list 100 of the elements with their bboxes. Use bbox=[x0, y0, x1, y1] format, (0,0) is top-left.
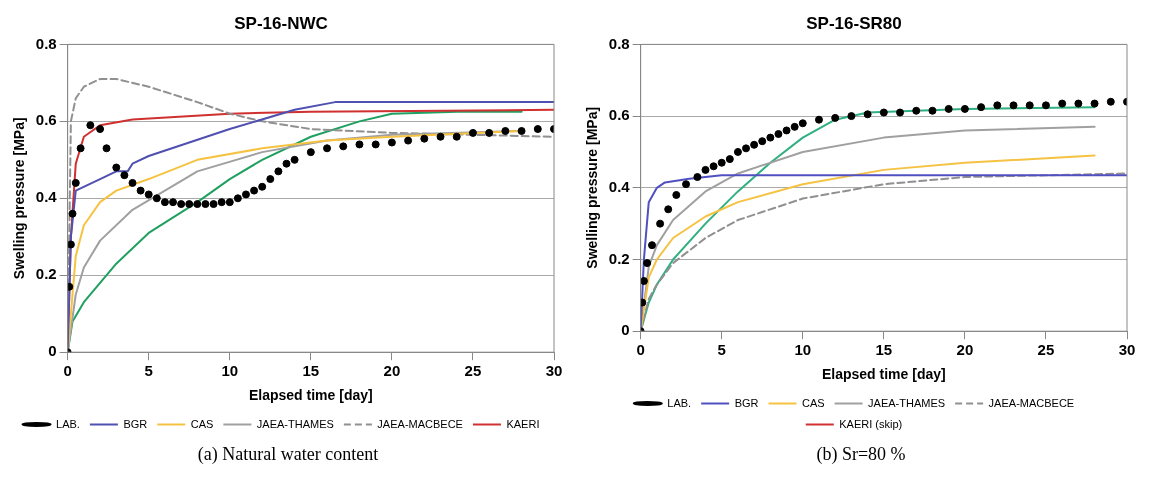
point bbox=[501, 126, 510, 135]
point bbox=[68, 209, 77, 218]
point bbox=[758, 137, 767, 146]
point bbox=[648, 241, 656, 250]
legend-label: BGR bbox=[734, 396, 759, 409]
legend-label: JAEA-MACBECE bbox=[988, 396, 1075, 409]
chart-title: SP-16-SR80 bbox=[806, 13, 902, 33]
y-tick-label: 0 bbox=[621, 321, 630, 339]
y-axis-title: Swelling pressure [MPa] bbox=[584, 106, 601, 269]
x-tick-label: 20 bbox=[383, 362, 401, 380]
point bbox=[120, 171, 129, 180]
point bbox=[485, 128, 494, 137]
legend-label: JAEA-THAMES bbox=[256, 417, 334, 430]
x-tick-label: 0 bbox=[63, 362, 72, 380]
point bbox=[1106, 97, 1115, 106]
point bbox=[355, 140, 364, 149]
point bbox=[201, 200, 210, 209]
y-tick-label: 0.6 bbox=[35, 111, 57, 129]
point bbox=[339, 142, 348, 151]
point bbox=[1025, 101, 1034, 110]
legend-label: CAS bbox=[190, 417, 214, 430]
legend-label: LAB. bbox=[56, 417, 80, 430]
y-tick-label: 0.6 bbox=[608, 106, 630, 124]
point bbox=[86, 121, 95, 130]
point bbox=[879, 108, 888, 117]
point bbox=[960, 104, 969, 113]
x-axis-title: Elapsed time [day] bbox=[248, 387, 373, 404]
y-axis-title: Swelling pressure [MPa] bbox=[11, 117, 28, 280]
point bbox=[1058, 99, 1067, 108]
point bbox=[682, 180, 691, 189]
legend-label: LAB. bbox=[667, 396, 692, 409]
point bbox=[701, 165, 710, 174]
point bbox=[404, 136, 413, 145]
point bbox=[274, 167, 283, 176]
point bbox=[831, 113, 840, 122]
point bbox=[258, 182, 267, 191]
point bbox=[177, 200, 186, 209]
legend-label: KAERI bbox=[506, 417, 540, 430]
point bbox=[306, 148, 315, 157]
point bbox=[112, 163, 121, 172]
x-tick-label: 20 bbox=[956, 341, 974, 359]
point bbox=[266, 175, 275, 184]
point bbox=[847, 112, 856, 121]
point bbox=[912, 106, 921, 115]
point bbox=[250, 186, 259, 195]
x-tick-label: 30 bbox=[1118, 341, 1136, 359]
point bbox=[1009, 101, 1018, 110]
text: (a) Natural water content bbox=[196, 444, 380, 465]
point bbox=[863, 110, 872, 119]
point bbox=[136, 186, 145, 195]
point bbox=[656, 219, 665, 228]
x-tick-label: 0 bbox=[636, 341, 645, 359]
point bbox=[96, 125, 105, 134]
point bbox=[944, 104, 953, 113]
point bbox=[233, 194, 242, 203]
y-tick-label: 0.4 bbox=[35, 188, 58, 206]
point bbox=[664, 205, 673, 214]
point bbox=[468, 128, 477, 137]
point bbox=[733, 147, 742, 156]
x-tick-label: 25 bbox=[1037, 341, 1055, 359]
y-tick-label: 0.2 bbox=[35, 265, 57, 283]
point bbox=[67, 240, 75, 249]
x-tick-label: 5 bbox=[717, 341, 726, 359]
x-tick-label: 10 bbox=[221, 362, 239, 380]
point bbox=[693, 173, 702, 182]
point bbox=[76, 144, 85, 153]
point bbox=[1041, 101, 1050, 110]
point bbox=[742, 144, 751, 153]
point bbox=[896, 108, 905, 117]
legend-label: BGR bbox=[123, 417, 148, 430]
point bbox=[798, 119, 807, 128]
y-tick-label: 0.8 bbox=[608, 34, 630, 52]
x-tick-label: 30 bbox=[545, 362, 563, 380]
point bbox=[102, 144, 111, 153]
point bbox=[128, 178, 137, 187]
text: (b) Sr=80 % bbox=[815, 444, 907, 465]
point bbox=[717, 158, 726, 167]
point bbox=[225, 198, 234, 207]
legend-label: KAERI (skip) bbox=[839, 417, 903, 430]
point bbox=[725, 155, 734, 164]
legend-label: JAEA-THAMES bbox=[868, 396, 946, 409]
point bbox=[290, 155, 299, 164]
point bbox=[640, 298, 647, 307]
point bbox=[282, 159, 291, 168]
point bbox=[517, 126, 526, 135]
point bbox=[709, 162, 718, 171]
point bbox=[323, 144, 332, 153]
chart-title: SP-16-NWC bbox=[234, 13, 328, 33]
point bbox=[766, 133, 775, 142]
point bbox=[452, 132, 461, 141]
y-tick-label: 0.4 bbox=[608, 177, 631, 195]
point bbox=[977, 103, 986, 112]
point bbox=[1090, 99, 1099, 108]
point bbox=[774, 130, 783, 139]
x-tick-label: 5 bbox=[144, 362, 153, 380]
point bbox=[152, 194, 161, 203]
point bbox=[533, 125, 542, 134]
point bbox=[814, 115, 823, 124]
point bbox=[387, 138, 396, 147]
point bbox=[790, 122, 799, 131]
